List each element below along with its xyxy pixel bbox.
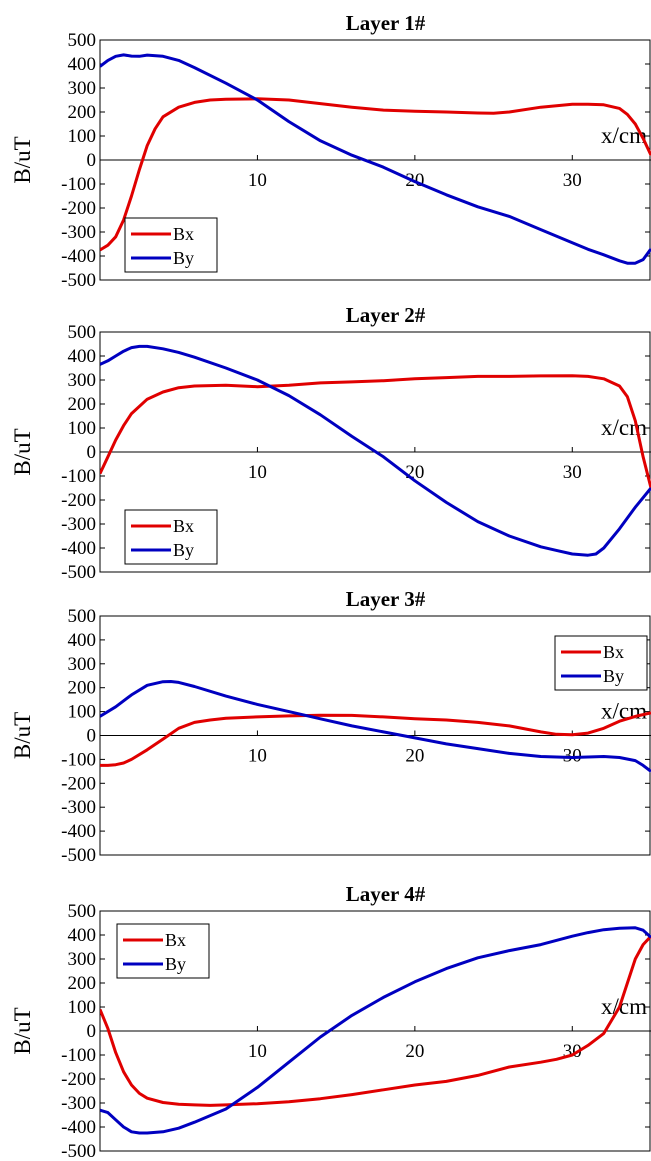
y-tick-label: 400 (68, 925, 97, 946)
y-tick-label: 500 (68, 606, 97, 627)
legend: Bx By (554, 635, 648, 691)
series-line-by (100, 680, 651, 773)
y-tick-label: 0 (87, 150, 97, 171)
x-tick-label: 20 (405, 746, 424, 767)
y-tick-label: 500 (68, 322, 97, 343)
y-tick-label: -200 (61, 1069, 96, 1090)
y-tick-label: 100 (68, 997, 97, 1018)
y-axis-label: B/uT (10, 1007, 35, 1054)
y-axis-label: B/uT (10, 428, 35, 475)
chart-panel-4: Layer 4# 500 400 300 200 100 0 -100 -200 -300 -400… (10, 882, 651, 1161)
y-tick-label: 200 (68, 394, 97, 415)
chart-panel-3: Layer 3# 500 400 300 200 100 0-100 -200 -300 -400… (10, 587, 651, 866)
y-tick-label: 0 (87, 1021, 97, 1042)
chart-panel-1: Layer 1# 500 400 300 200 100 0 -100 -200 -300 -400… (10, 11, 651, 291)
y-tick-label: 100 (68, 418, 97, 439)
y-tick-label: 400 (68, 346, 97, 367)
legend-label-by: By (173, 540, 194, 560)
chart-panel-2: Layer 2# 500 400 300 200 100 0 -100 -200 -300 -400… (10, 303, 651, 583)
y-tick-label: 0 (87, 442, 97, 463)
series-line-by (100, 344, 651, 557)
series-line-bx (100, 97, 651, 252)
y-tick-label: 500 (68, 901, 97, 922)
legend-label-bx: Bx (603, 642, 624, 662)
legend: Bx By (116, 923, 210, 979)
y-tick-label: 200 (68, 102, 97, 123)
y-tick-label: -500 (61, 562, 96, 583)
y-tick-label: -300 (61, 222, 96, 243)
x-tick-label: 10 (248, 746, 267, 767)
series-line-bx (100, 711, 651, 767)
chart-title: Layer 2# (346, 303, 426, 327)
y-tick-label: -300 (61, 1093, 96, 1114)
y-tick-label: -300 (61, 797, 96, 818)
y-tick-label: -100 (61, 749, 96, 770)
x-axis-label: x/cm (601, 123, 647, 148)
chart-title: Layer 4# (346, 882, 426, 906)
x-axis-label: x/cm (601, 415, 647, 440)
y-tick-label: 300 (68, 949, 97, 970)
y-tick-label: -500 (61, 270, 96, 291)
legend-label-by: By (173, 248, 194, 268)
y-tick-label: -100 (61, 174, 96, 195)
legend-label-by: By (165, 954, 186, 974)
y-tick-label: 400 (68, 54, 97, 75)
y-tick-label: -200 (61, 773, 96, 794)
x-tick-label: 30 (563, 170, 582, 191)
y-tick-label: -500 (61, 1141, 96, 1161)
y-tick-label: -400 (61, 1117, 96, 1138)
chart-title: Layer 1# (346, 11, 426, 35)
y-tick-label: 100 (68, 126, 97, 147)
y-tick-label: -400 (61, 246, 96, 267)
x-tick-label: 10 (248, 170, 267, 191)
legend-label-by: By (603, 666, 624, 686)
legend: Bx By (124, 509, 218, 565)
series-line-bx (100, 935, 651, 1107)
legend-box (124, 509, 218, 565)
y-tick-label: -100 (61, 1045, 96, 1066)
legend: Bx By (124, 217, 218, 273)
y-tick-label: -200 (61, 198, 96, 219)
y-axis-label: B/uT (10, 712, 35, 759)
y-tick-label: 400 (68, 630, 97, 651)
series-line-bx (100, 374, 651, 489)
x-tick-label: 30 (563, 462, 582, 483)
legend-box (124, 217, 218, 273)
x-tick-label: 10 (248, 462, 267, 483)
chart-title: Layer 3# (346, 587, 426, 611)
legend-box (116, 923, 210, 979)
legend-label-bx: Bx (173, 224, 194, 244)
y-tick-label: -400 (61, 538, 96, 559)
x-tick-label: 20 (405, 1041, 424, 1062)
y-tick-label: -200 (61, 490, 96, 511)
y-tick-label: -400 (61, 821, 96, 842)
x-tick-label: 10 (248, 1041, 267, 1062)
y-tick-label: 500 (68, 30, 97, 51)
y-tick-label: 300 (68, 78, 97, 99)
series-line-by (100, 926, 651, 1135)
y-tick-label: -100 (61, 466, 96, 487)
y-tick-label: -500 (61, 845, 96, 866)
y-tick-label: 300 (68, 654, 97, 675)
legend-label-bx: Bx (165, 930, 186, 950)
y-tick-label: 200 (68, 973, 97, 994)
y-tick-label: 100 (68, 702, 97, 723)
y-tick-label: 200 (68, 678, 97, 699)
y-tick-label: -300 (61, 514, 96, 535)
y-axis-label: B/uT (10, 136, 35, 183)
y-tick-label: 300 (68, 370, 97, 391)
x-axis-label: x/cm (601, 994, 647, 1019)
y-tick-label: 0 (87, 726, 97, 747)
series-line-by (100, 53, 651, 265)
legend-label-bx: Bx (173, 516, 194, 536)
legend-box (554, 635, 648, 691)
